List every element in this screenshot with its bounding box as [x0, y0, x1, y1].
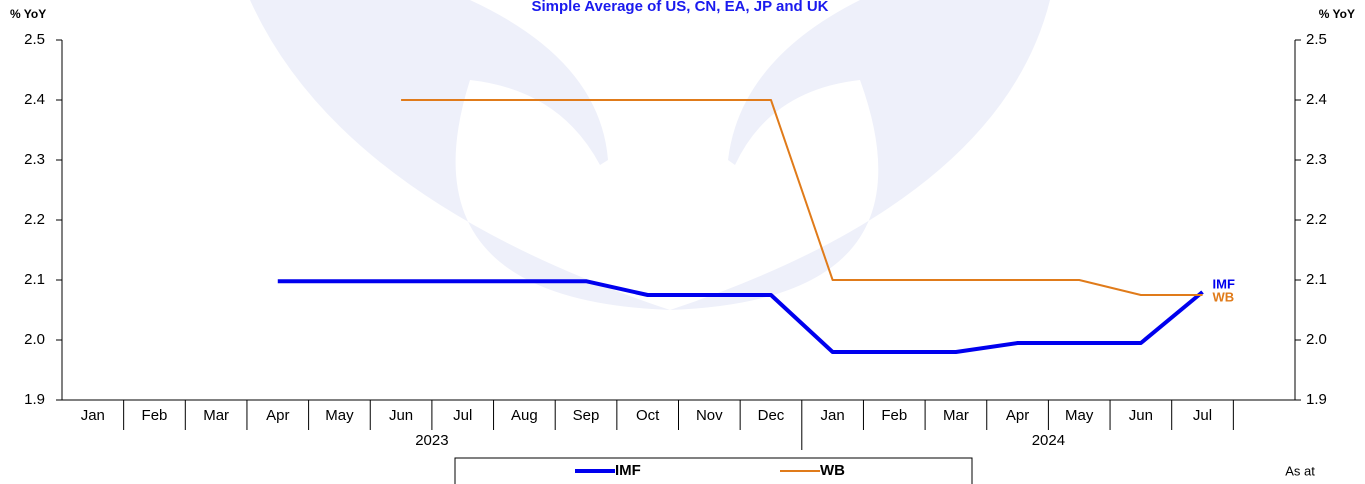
legend-box [454, 457, 973, 484]
y2-tick-label: 2.5 [1306, 31, 1327, 48]
x-tick-label: May [1065, 407, 1094, 424]
y2-tick-label: 2.2 [1306, 211, 1327, 228]
y-tick-label: 2.4 [24, 91, 45, 108]
y-tick-label: 2.3 [24, 151, 45, 168]
x-tick-label: Jun [1129, 407, 1153, 424]
legend-label: IMF [615, 462, 641, 479]
year-label: 2023 [415, 432, 448, 449]
watermark [250, 0, 1050, 310]
y-axis-label: % YoY [10, 7, 46, 21]
y2-tick-label: 2.3 [1306, 151, 1327, 168]
y2-tick-label: 1.9 [1306, 391, 1327, 408]
series-line [401, 99, 1203, 296]
series-end-label: IMF [1213, 276, 1235, 291]
series-end-label: WB [1213, 289, 1235, 304]
note: As at [1285, 463, 1315, 478]
x-tick-label: Feb [881, 407, 907, 424]
legend-label: WB [820, 462, 845, 479]
x-tick-label: Oct [636, 407, 660, 424]
x-tick-label: Apr [1006, 407, 1029, 424]
x-tick-label: Jan [821, 407, 845, 424]
x-tick-label: Jul [1193, 407, 1212, 424]
x-tick-label: Nov [696, 407, 723, 424]
y-tick-label: 2.0 [24, 331, 45, 348]
y2-axis-label: % YoY [1319, 7, 1355, 21]
x-tick-label: Feb [142, 407, 168, 424]
y-tick-label: 1.9 [24, 391, 45, 408]
x-tick-label: Jan [81, 407, 105, 424]
y2-tick-label: 2.1 [1306, 271, 1327, 288]
series-line [277, 279, 1204, 354]
y-tick-label: 2.1 [24, 271, 45, 288]
y2-tick-label: 2.0 [1306, 331, 1327, 348]
x-tick-label: May [325, 407, 354, 424]
x-tick-label: Mar [203, 407, 229, 424]
y-tick-label: 2.5 [24, 31, 45, 48]
chart-title: Simple Average of US, CN, EA, JP and UK [531, 0, 828, 15]
x-tick-label: Apr [266, 407, 289, 424]
x-tick-label: Jun [389, 407, 413, 424]
x-tick-label: Dec [758, 407, 785, 424]
y2-tick-label: 2.4 [1306, 91, 1327, 108]
x-tick-label: Aug [511, 407, 538, 424]
x-tick-label: Sep [573, 407, 600, 424]
year-label: 2024 [1032, 432, 1065, 449]
y-tick-label: 2.2 [24, 211, 45, 228]
x-tick-label: Mar [943, 407, 969, 424]
x-tick-label: Jul [453, 407, 472, 424]
